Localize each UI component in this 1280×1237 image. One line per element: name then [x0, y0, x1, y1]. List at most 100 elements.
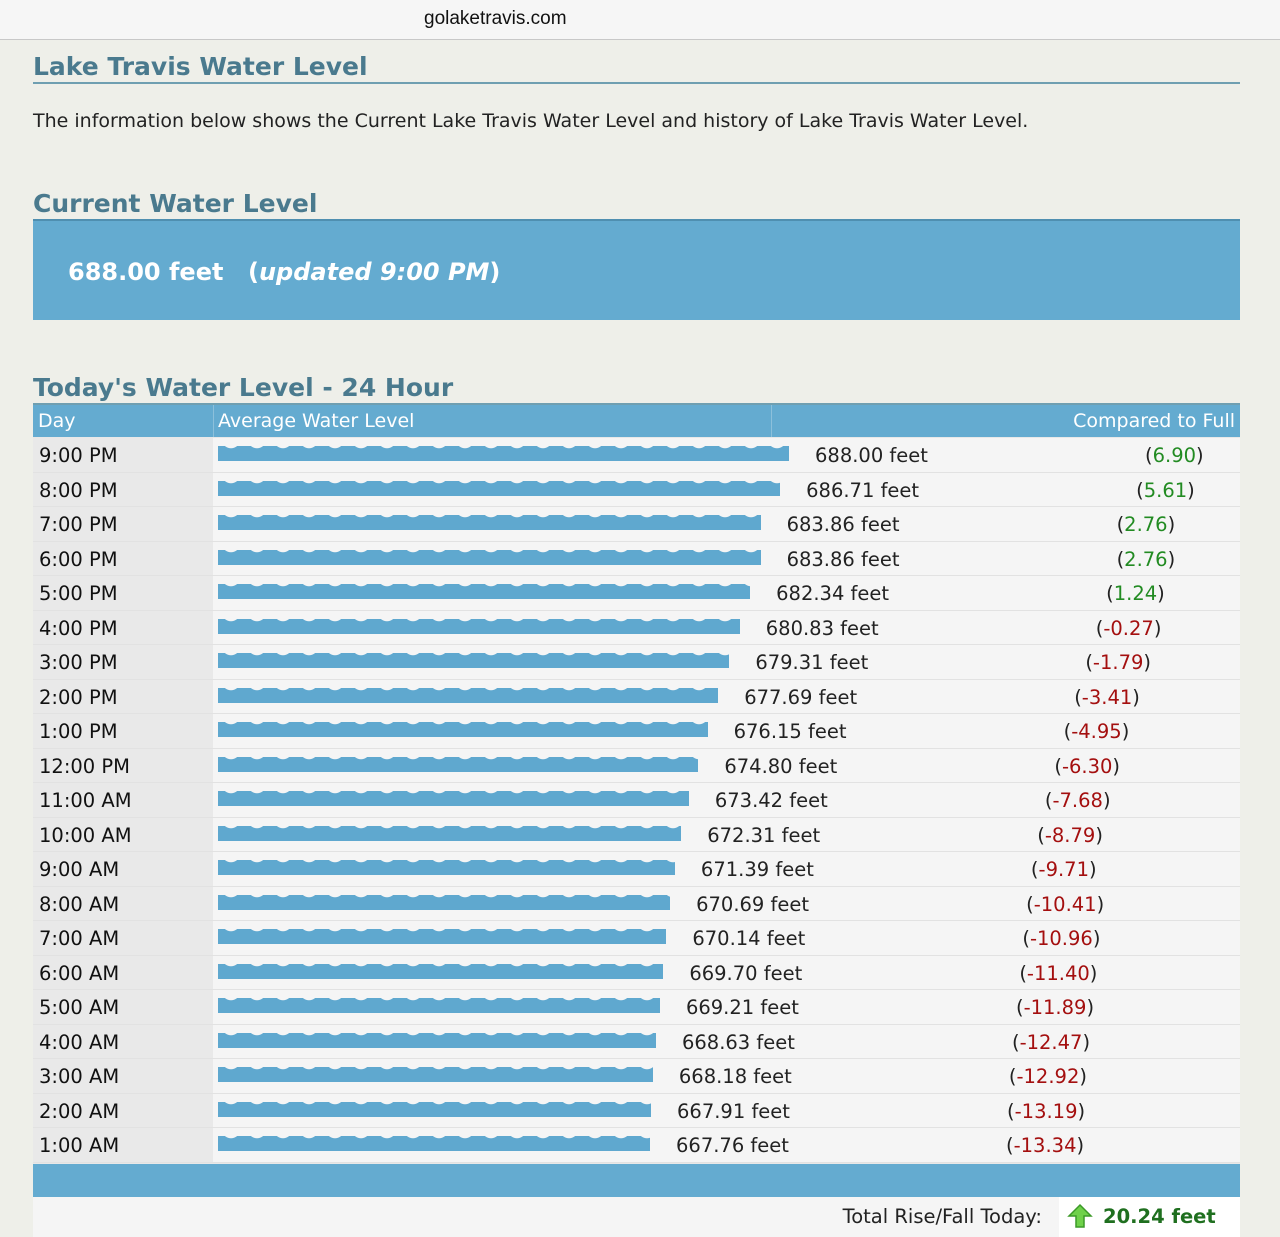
row-compare: (-12.92)	[1008, 1065, 1087, 1088]
table-row: 8:00 AM 670.69 feet (-10.41)	[33, 886, 1240, 921]
row-level: 669.21 feet	[685, 996, 799, 1019]
up-arrow-icon	[1067, 1203, 1093, 1234]
compare-value: 1.24	[1113, 582, 1158, 605]
row-time: 8:00 PM	[33, 472, 213, 506]
row-time: 1:00 PM	[33, 714, 213, 748]
level-bar	[218, 1067, 653, 1082]
table-row: 10:00 AM 672.31 feet (-8.79)	[33, 817, 1240, 852]
updated-text: updated 9:00 PM	[258, 258, 490, 286]
level-bar	[218, 480, 781, 496]
row-compare: (-12.47)	[1011, 1030, 1091, 1054]
row-time: 3:00 AM	[33, 1059, 213, 1093]
current-level-updated: (updated 9:00 PM)	[248, 258, 500, 286]
table-row: 5:00 PM 682.34 feet (1.24)	[33, 576, 1240, 611]
table-row: 7:00 PM 683.86 feet (2.76)	[33, 507, 1240, 542]
row-time: 11:00 AM	[33, 783, 213, 817]
level-bar	[218, 963, 664, 979]
compare-value: 2.76	[1124, 547, 1168, 571]
table-body: 9:00 PM 688.00 feet (6.90) 8:00 PM 686.71 fe…	[33, 438, 1240, 1163]
level-bar	[218, 549, 761, 565]
row-level: 671.39 feet	[700, 858, 814, 881]
row-compare: (2.76)	[1116, 547, 1176, 571]
level-bar	[218, 653, 730, 668]
level-bar	[218, 998, 660, 1013]
page-title: Lake Travis Water Level	[33, 52, 1240, 84]
level-bar	[218, 860, 675, 875]
level-bar	[218, 791, 689, 806]
browser-address-bar[interactable]: golaketravis.com	[0, 0, 1280, 40]
today-level-heading: Today's Water Level - 24 Hour	[33, 373, 1240, 405]
row-compare: (-3.41)	[1074, 685, 1140, 709]
row-level: 670.14 feet	[692, 927, 806, 950]
table-row: 4:00 PM 680.83 feet (-0.27)	[33, 610, 1240, 645]
compare-value: -4.95	[1071, 720, 1122, 743]
table-row: 1:00 AM 667.76 feet (-13.34)	[33, 1128, 1240, 1163]
table-footer-bar	[33, 1162, 1240, 1197]
row-compare: (-10.96)	[1022, 927, 1101, 950]
row-level: 668.18 feet	[678, 1065, 792, 1088]
table-row: 4:00 AM 668.63 feet (-12.47)	[33, 1024, 1240, 1059]
table-row: 9:00 AM 671.39 feet (-9.71)	[33, 852, 1240, 887]
compare-value: -0.27	[1103, 616, 1154, 640]
header-divider	[771, 405, 772, 437]
level-bar	[218, 1032, 656, 1048]
url-text[interactable]: golaketravis.com	[424, 8, 567, 29]
row-compare: (5.61)	[1136, 478, 1195, 502]
total-value: 20.24 feet	[1103, 1204, 1216, 1228]
table-row: 6:00 PM 683.86 feet (2.76)	[33, 541, 1240, 576]
level-bar	[218, 618, 740, 634]
level-bar	[218, 515, 761, 530]
compare-value: 5.61	[1143, 478, 1188, 502]
row-level: 674.80 feet	[724, 754, 838, 778]
level-bar	[218, 894, 671, 910]
compare-value: -3.41	[1081, 685, 1133, 709]
row-time: 2:00 PM	[33, 679, 213, 713]
row-time: 7:00 PM	[33, 507, 213, 541]
row-time: 12:00 PM	[33, 748, 213, 782]
row-level: 672.31 feet	[707, 823, 821, 847]
row-compare: (6.90)	[1145, 444, 1204, 467]
compare-value: -8.79	[1044, 823, 1096, 847]
compare-value: -11.89	[1023, 996, 1087, 1019]
row-compare: (-4.95)	[1063, 720, 1130, 743]
total-value-cell: 20.24 feet	[1059, 1196, 1240, 1237]
table-row: 5:00 AM 669.21 feet (-11.89)	[33, 990, 1240, 1025]
row-compare: (-11.40)	[1019, 961, 1098, 985]
row-time: 2:00 AM	[33, 1093, 213, 1127]
table-row: 7:00 AM 670.14 feet (-10.96)	[33, 921, 1240, 956]
row-time: 7:00 AM	[33, 921, 213, 955]
table-row: 11:00 AM 673.42 feet (-7.68)	[33, 783, 1240, 818]
compare-value: -6.30	[1061, 754, 1113, 778]
row-compare: (-13.19)	[1007, 1099, 1086, 1123]
table-row: 3:00 AM 668.18 feet (-12.92)	[33, 1059, 1240, 1094]
row-compare: (-10.41)	[1026, 892, 1105, 916]
level-bar	[218, 446, 789, 461]
current-level-value: 688.00 feet	[68, 258, 224, 286]
compare-value: -10.96	[1029, 927, 1093, 950]
row-compare: (-8.79)	[1037, 823, 1103, 847]
col-header-compare: Compared to Full	[1073, 410, 1235, 432]
compare-value: -12.47	[1019, 1030, 1083, 1054]
row-time: 9:00 PM	[33, 438, 213, 472]
col-header-day: Day	[38, 410, 76, 432]
table-row: 1:00 PM 676.15 feet (-4.95)	[33, 714, 1240, 749]
table-header: Day Average Water Level Compared to Full	[33, 405, 1240, 438]
row-level: 683.86 feet	[786, 513, 900, 536]
row-level: 683.86 feet	[786, 547, 900, 571]
row-time: 10:00 AM	[33, 817, 213, 851]
compare-value: -1.79	[1092, 651, 1144, 674]
row-time: 5:00 AM	[33, 990, 213, 1024]
row-level: 682.34 feet	[776, 582, 890, 605]
row-level: 669.70 feet	[689, 961, 803, 985]
table-row: 2:00 PM 677.69 feet (-3.41)	[33, 679, 1240, 714]
row-time: 8:00 AM	[33, 886, 213, 920]
row-compare: (-6.30)	[1054, 754, 1121, 778]
current-level-heading: Current Water Level	[33, 189, 1240, 221]
row-compare: (-1.79)	[1085, 651, 1151, 674]
row-time: 5:00 PM	[33, 576, 213, 610]
row-time: 6:00 AM	[33, 955, 213, 989]
compare-value: -13.34	[1013, 1134, 1077, 1157]
row-level: 667.91 feet	[677, 1099, 790, 1123]
row-level: 667.76 feet	[676, 1134, 789, 1157]
table-row: 8:00 PM 686.71 feet (5.61)	[33, 472, 1240, 507]
